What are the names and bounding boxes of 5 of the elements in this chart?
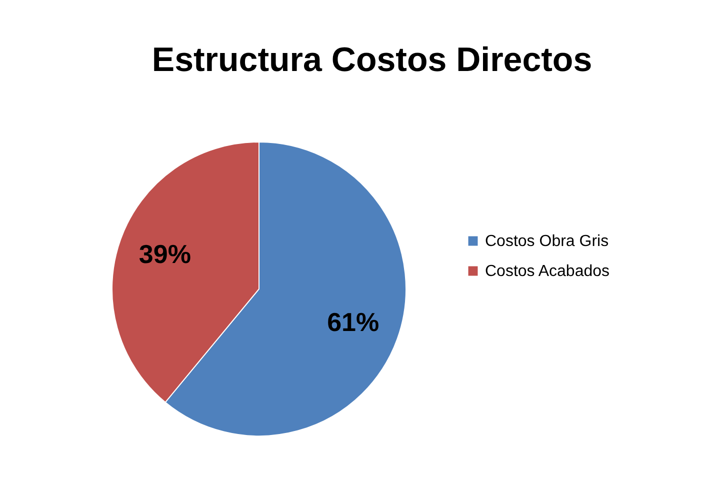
- legend-label: Costos Acabados: [485, 263, 610, 280]
- legend-label: Costos Obra Gris: [485, 233, 609, 250]
- chart-title: Estructura Costos Directos: [152, 41, 592, 79]
- data-label: 39%: [138, 239, 191, 270]
- data-label: 61%: [327, 306, 380, 337]
